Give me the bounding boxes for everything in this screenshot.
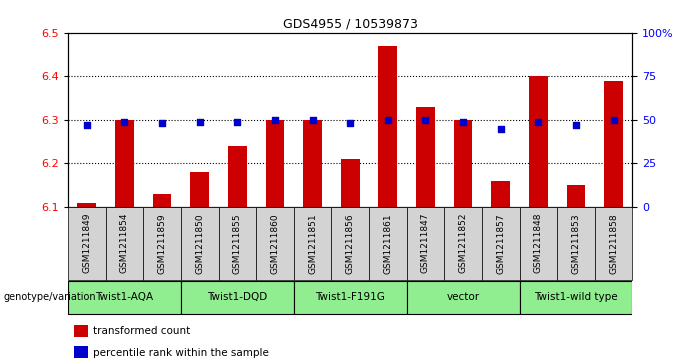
Point (156, 121, 167, 126)
Bar (152, 194, 171, 207)
Point (345, 121, 356, 126)
Bar (369, 207, 407, 280)
Text: Twist1-F191G: Twist1-F191G (316, 292, 385, 302)
Bar (143, 207, 181, 280)
Bar (454, 120, 473, 207)
Point (533, 119, 544, 125)
Bar (68, 281, 181, 314)
Point (458, 119, 469, 125)
Bar (416, 107, 435, 207)
Text: GSM1211861: GSM1211861 (384, 213, 392, 274)
Bar (78, 203, 97, 207)
Text: GSM1211854: GSM1211854 (120, 213, 129, 273)
Point (307, 117, 318, 123)
Text: GSM1211848: GSM1211848 (534, 213, 543, 273)
Bar (256, 207, 294, 280)
Point (382, 117, 393, 123)
Text: GSM1211853: GSM1211853 (571, 213, 581, 274)
Bar (520, 207, 557, 280)
Text: GSM1211857: GSM1211857 (496, 213, 505, 274)
Text: GSM1211849: GSM1211849 (82, 213, 91, 273)
Bar (378, 46, 397, 207)
Text: Twist1-AQA: Twist1-AQA (95, 292, 154, 302)
Text: vector: vector (447, 292, 479, 302)
Text: percentile rank within the sample: percentile rank within the sample (93, 348, 269, 358)
Point (232, 119, 243, 125)
Text: GSM1211847: GSM1211847 (421, 213, 430, 273)
Bar (73, 346, 88, 358)
Bar (331, 207, 369, 280)
Text: GSM1211860: GSM1211860 (271, 213, 279, 274)
Point (608, 117, 619, 123)
Title: GDS4955 / 10539873: GDS4955 / 10539873 (283, 17, 418, 30)
Text: GSM1211859: GSM1211859 (158, 213, 167, 274)
Bar (73, 325, 88, 337)
Bar (265, 120, 284, 207)
Bar (181, 207, 218, 280)
Point (119, 119, 130, 125)
Bar (105, 207, 143, 280)
Point (194, 119, 205, 125)
Bar (190, 172, 209, 207)
Bar (557, 207, 595, 280)
Bar (115, 120, 134, 207)
Text: genotype/variation: genotype/variation (3, 292, 96, 302)
Text: GSM1211858: GSM1211858 (609, 213, 618, 274)
Bar (595, 207, 632, 280)
Bar (566, 185, 585, 207)
Text: transformed count: transformed count (93, 326, 190, 337)
Bar (181, 281, 294, 314)
Bar (529, 76, 548, 207)
Text: GSM1211852: GSM1211852 (458, 213, 468, 273)
Bar (605, 81, 623, 207)
Bar (294, 281, 407, 314)
Point (420, 117, 431, 123)
Text: GSM1211855: GSM1211855 (233, 213, 242, 274)
Bar (491, 181, 510, 207)
Point (82, 122, 92, 128)
Bar (341, 159, 360, 207)
Text: GSM1211851: GSM1211851 (308, 213, 317, 274)
Point (269, 117, 280, 123)
Text: GSM1211850: GSM1211850 (195, 213, 204, 274)
Bar (407, 207, 444, 280)
Text: Twist1-DQD: Twist1-DQD (207, 292, 267, 302)
Bar (407, 281, 520, 314)
Text: Twist1-wild type: Twist1-wild type (534, 292, 617, 302)
Bar (228, 146, 247, 207)
Bar (303, 120, 322, 207)
Bar (444, 207, 482, 280)
Point (495, 126, 506, 131)
Bar (520, 281, 632, 314)
Point (571, 122, 581, 128)
Bar (68, 207, 105, 280)
Bar (482, 207, 520, 280)
Bar (294, 207, 331, 280)
Bar (218, 207, 256, 280)
Text: GSM1211856: GSM1211856 (345, 213, 355, 274)
